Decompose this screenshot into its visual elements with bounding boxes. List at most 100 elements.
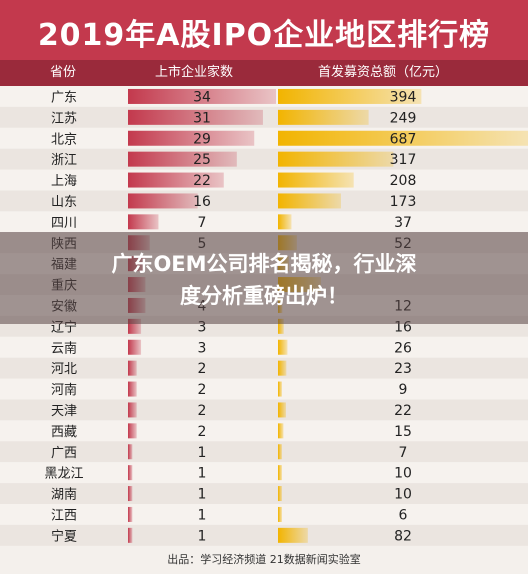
- companies-value: 34: [193, 89, 211, 105]
- fundraising-bar: [278, 465, 282, 481]
- companies-value: 1: [198, 528, 207, 544]
- table-row: [0, 420, 528, 442]
- fundraising-column-header: 首发募资总额（亿元）: [318, 65, 449, 80]
- fundraising-bar: [278, 151, 394, 167]
- table-row: [0, 524, 528, 546]
- province-label: 云南: [51, 340, 77, 356]
- companies-value: 1: [198, 507, 207, 523]
- table-row: [0, 169, 528, 191]
- province-label: 四川: [51, 216, 77, 231]
- companies-value: 2: [198, 424, 207, 440]
- province-label: 河北: [51, 362, 77, 377]
- companies-value: 2: [198, 382, 207, 398]
- companies-bar: [128, 172, 224, 188]
- companies-column-header: 上市企业家数: [155, 65, 234, 80]
- chart-title: 2019年A股IPO企业地区排行榜: [37, 18, 491, 53]
- fundraising-bar: [278, 423, 284, 439]
- fundraising-bar: [278, 527, 308, 543]
- title-header: [0, 0, 528, 60]
- province-label: 西藏: [51, 425, 77, 440]
- fundraising-value: 208: [390, 173, 417, 189]
- table-row: [0, 399, 528, 421]
- companies-value: 25: [193, 152, 211, 168]
- fundraising-value: 10: [394, 487, 412, 503]
- table-row: [0, 357, 528, 379]
- fundraising-value: 687: [390, 131, 417, 147]
- companies-bar: [128, 506, 133, 522]
- table-row: [0, 378, 528, 400]
- table-row: [0, 336, 528, 358]
- banner-line-1: 广东OEM公司排名揭秘，行业深: [111, 252, 417, 276]
- companies-bar: [128, 486, 133, 502]
- companies-bar: [128, 151, 237, 167]
- companies-bar: [128, 88, 276, 104]
- companies-value: 16: [193, 194, 211, 210]
- fundraising-bar: [278, 88, 422, 104]
- companies-value: 2: [198, 403, 207, 419]
- province-label: 北京: [51, 132, 77, 147]
- companies-bar: [128, 465, 133, 481]
- fundraising-bar: [278, 130, 528, 146]
- province-label: 广东: [51, 90, 77, 105]
- companies-value: 3: [198, 319, 207, 335]
- companies-bar: [128, 214, 159, 230]
- banner-line-2: 度分析重磅出炉！: [180, 284, 348, 308]
- fundraising-value: 82: [394, 528, 412, 544]
- companies-value: 29: [193, 131, 211, 147]
- fundraising-value: 7: [399, 445, 408, 461]
- province-label: 江苏: [51, 110, 77, 126]
- fundraising-value: 317: [390, 152, 417, 168]
- companies-value: 22: [193, 173, 211, 189]
- overlay-banner-text: 广东OEM公司排名揭秘，行业深 度分析重磅出炉！: [0, 248, 528, 312]
- fundraising-bar: [278, 360, 287, 376]
- province-label: 湖南: [51, 487, 77, 503]
- fundraising-value: 394: [390, 89, 417, 105]
- table-row: [0, 148, 528, 170]
- fundraising-value: 15: [394, 424, 412, 440]
- fundraising-bar: [278, 339, 288, 355]
- companies-bar: [128, 339, 142, 355]
- source-credit: 出品：学习经济频道 21数据新闻实验室: [167, 553, 361, 566]
- companies-value: 31: [193, 110, 211, 126]
- companies-bar: [128, 381, 137, 397]
- companies-value: 7: [198, 215, 207, 231]
- province-label: 天津: [51, 404, 77, 419]
- fundraising-bar: [278, 318, 284, 334]
- companies-bar: [128, 360, 137, 376]
- fundraising-value: 22: [394, 403, 412, 419]
- fundraising-bar: [278, 172, 354, 188]
- companies-bar: [128, 109, 263, 125]
- fundraising-value: 37: [394, 215, 412, 231]
- fundraising-bar: [278, 381, 282, 397]
- fundraising-value: 6: [399, 507, 408, 523]
- companies-value: 1: [198, 466, 207, 482]
- province-label: 黑龙江: [44, 467, 83, 482]
- table-row: [0, 441, 528, 463]
- fundraising-bar: [278, 402, 287, 418]
- companies-bar: [128, 193, 198, 209]
- province-label: 江西: [51, 508, 77, 523]
- companies-bar: [128, 444, 133, 460]
- fundraising-bar: [278, 506, 282, 522]
- fundraising-bar: [278, 109, 369, 125]
- companies-bar: [128, 402, 137, 418]
- fundraising-value: 26: [394, 340, 412, 356]
- table-row: [0, 504, 528, 525]
- province-label: 浙江: [51, 153, 77, 168]
- province-label: 山东: [51, 195, 77, 210]
- companies-value: 1: [198, 445, 207, 461]
- province-label: 宁夏: [51, 528, 77, 544]
- table-row: [0, 483, 528, 504]
- fundraising-bar: [278, 486, 282, 502]
- fundraising-bar: [278, 444, 282, 460]
- companies-bar: [128, 423, 137, 439]
- province-label: 广西: [51, 446, 77, 461]
- fundraising-value: 9: [399, 382, 408, 398]
- companies-bar: [128, 130, 255, 146]
- companies-bar: [128, 527, 133, 543]
- province-label: 河南: [51, 382, 77, 398]
- table-row: [0, 190, 528, 212]
- companies-value: 1: [198, 487, 207, 503]
- overlay-banner: [0, 232, 528, 324]
